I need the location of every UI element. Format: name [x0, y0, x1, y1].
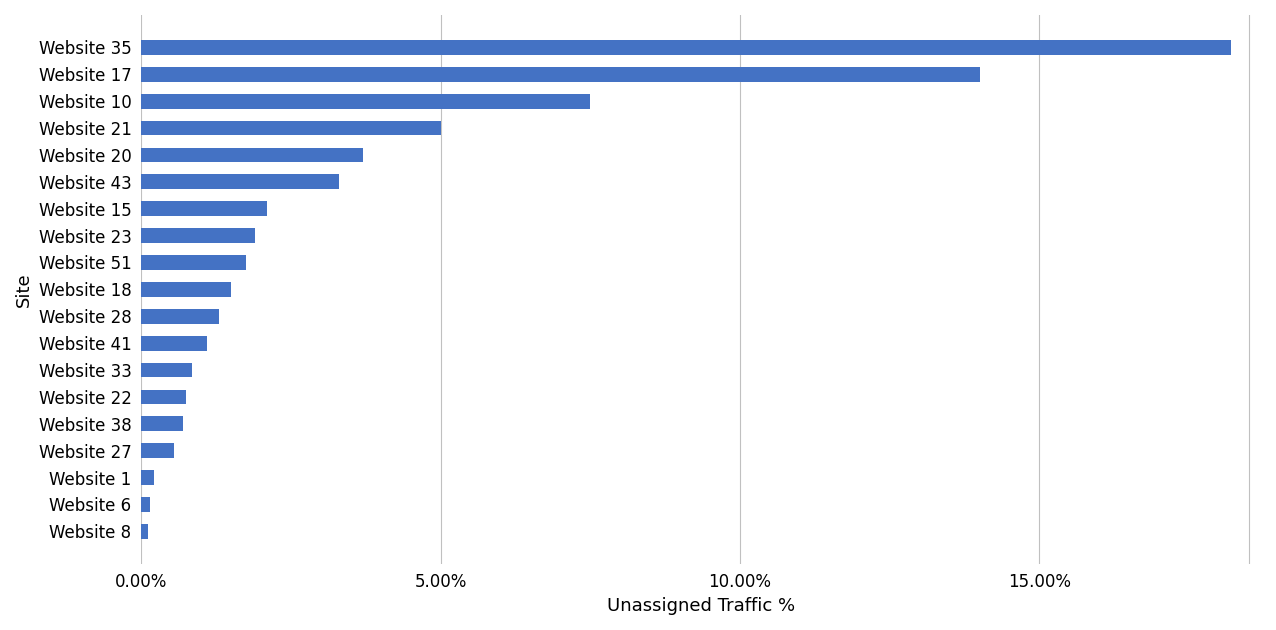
Bar	[142, 524, 148, 539]
Bar	[142, 175, 338, 189]
Bar	[142, 470, 154, 485]
Bar	[142, 416, 182, 431]
Y-axis label: Site: Site	[15, 272, 33, 307]
Bar	[142, 94, 591, 108]
Bar	[142, 40, 1231, 55]
Bar	[142, 120, 440, 135]
Bar	[142, 67, 980, 82]
Bar	[142, 282, 231, 297]
Bar	[142, 202, 267, 216]
Bar	[142, 363, 193, 377]
Bar	[142, 336, 207, 350]
Bar	[142, 228, 255, 243]
Bar	[142, 309, 219, 324]
Bar	[142, 147, 362, 163]
X-axis label: Unassigned Traffic %: Unassigned Traffic %	[607, 597, 795, 615]
Bar	[142, 255, 246, 270]
Bar	[142, 389, 186, 404]
Bar	[142, 497, 151, 512]
Bar	[142, 444, 174, 458]
